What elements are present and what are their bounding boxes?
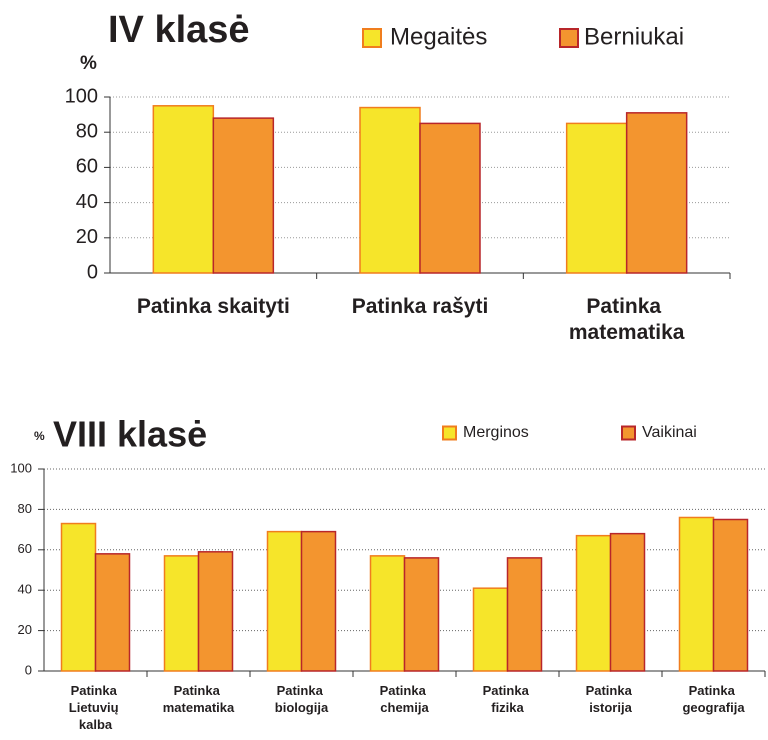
y-tick-label: 60 [76,156,98,178]
bar [609,532,646,672]
legend-label: Megaitės [390,23,487,50]
bar [300,530,337,672]
bar [197,551,234,672]
bar [60,522,97,672]
x-tick-label: Patinka chemija [380,683,430,715]
x-tick-label: Patinka Lietuvių kalba [69,683,122,732]
y-tick-label: 100 [10,460,32,475]
y-tick-label: 60 [18,541,32,556]
legend-swatch [362,28,382,48]
chart-title: VIII klasė [53,414,207,455]
legend-swatch [442,425,457,441]
bar [565,122,628,274]
bar [678,516,715,672]
legend-label: Berniukai [584,23,684,50]
bar [266,530,303,672]
bar [712,518,749,672]
legend-label: Merginos [463,424,529,441]
bar [506,557,543,672]
bar [419,122,481,274]
bar [359,106,421,274]
x-tick-label: Patinka matematika [163,683,235,715]
y-tick-label: 0 [87,261,98,283]
x-tick-label: Patinka rašyti [352,295,489,318]
y-axis-label: % [34,429,45,443]
y-tick-label: 20 [18,622,32,637]
bar [403,557,440,672]
legend-swatch [559,28,579,48]
bar [212,117,275,274]
y-axis-label: % [80,53,97,74]
bar [472,587,509,672]
bar [94,553,131,672]
y-tick-label: 20 [76,226,98,248]
y-tick-label: 80 [76,120,98,142]
x-tick-label: Patinka skaityti [137,295,290,318]
y-tick-label: 40 [18,582,32,597]
legend-label: Vaikinai [642,424,697,441]
x-tick-label: Patinka biologija [275,683,329,715]
x-tick-label: Patinka fizika [483,683,533,715]
x-tick-label: Patinka istorija [586,683,636,715]
bar [575,534,612,672]
bar [163,555,200,672]
bar [625,112,688,274]
legend-swatch [621,425,636,441]
x-tick-label: Patinka geografija [682,683,745,715]
y-tick-label: 0 [25,662,32,677]
y-tick-label: 40 [76,191,98,213]
y-tick-label: 80 [18,501,32,516]
x-tick-label: Patinka matematika [569,295,685,344]
bar [152,105,215,274]
y-tick-label: 100 [65,85,98,107]
chart-title: IV klasė [108,9,250,51]
bar [369,555,406,672]
